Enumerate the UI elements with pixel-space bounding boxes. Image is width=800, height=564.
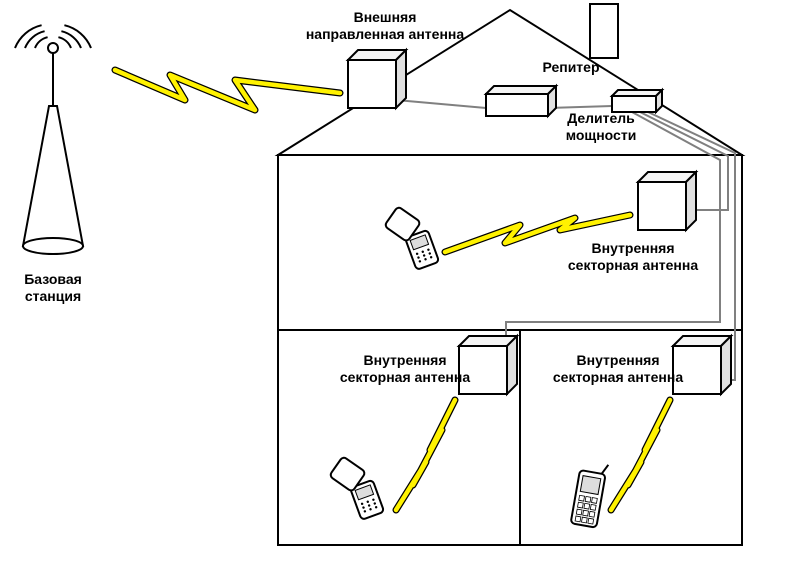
internal-antenna-bottom-right xyxy=(673,336,731,394)
svg-text:станция: станция xyxy=(25,288,81,304)
label-int-antenna-top: Внутренняя секторная антенна xyxy=(568,240,698,273)
cable xyxy=(548,106,612,108)
phone-icon xyxy=(571,460,609,528)
svg-text:Внешняя: Внешняя xyxy=(354,9,417,25)
chimney xyxy=(590,4,618,58)
svg-text:Делитель: Делитель xyxy=(567,110,635,126)
svg-text:мощности: мощности xyxy=(566,127,637,143)
phone-icon xyxy=(324,449,384,525)
svg-text:секторная антенна: секторная антенна xyxy=(340,369,470,385)
label-splitter-1: Делитель xyxy=(567,110,635,126)
splitter xyxy=(612,90,662,112)
cable xyxy=(396,100,486,108)
external-antenna xyxy=(348,50,406,108)
label-splitter-2: мощности xyxy=(566,127,637,143)
label-base-station: Базоваястанция xyxy=(24,271,82,304)
label-int-antenna-bl: Внутренняя секторная антенна xyxy=(340,352,470,385)
svg-text:Внутренняя: Внутренняя xyxy=(364,352,447,368)
label-repeater: Репитер xyxy=(542,59,599,75)
signal-repeater-diagram: Базоваястанция Внешняя направленная антен… xyxy=(0,0,800,564)
internal-antenna-bottom-left xyxy=(459,336,517,394)
svg-text:Базовая: Базовая xyxy=(24,271,82,287)
svg-text:Внутренняя: Внутренняя xyxy=(577,352,660,368)
label-int-antenna-br: Внутренняя секторная антенна xyxy=(553,352,683,385)
svg-text:Внутренняя: Внутренняя xyxy=(592,240,675,256)
svg-text:направленная антенна: направленная антенна xyxy=(306,26,465,42)
repeater xyxy=(486,86,556,116)
phone-icon xyxy=(379,199,439,275)
svg-text:секторная антенна: секторная антенна xyxy=(568,257,698,273)
label-ext-antenna: Внешняя направленная антенна xyxy=(306,9,465,42)
base-station-icon xyxy=(15,25,91,254)
svg-text:Репитер: Репитер xyxy=(542,59,599,75)
svg-text:секторная антенна: секторная антенна xyxy=(553,369,683,385)
internal-antenna-top xyxy=(638,172,696,230)
